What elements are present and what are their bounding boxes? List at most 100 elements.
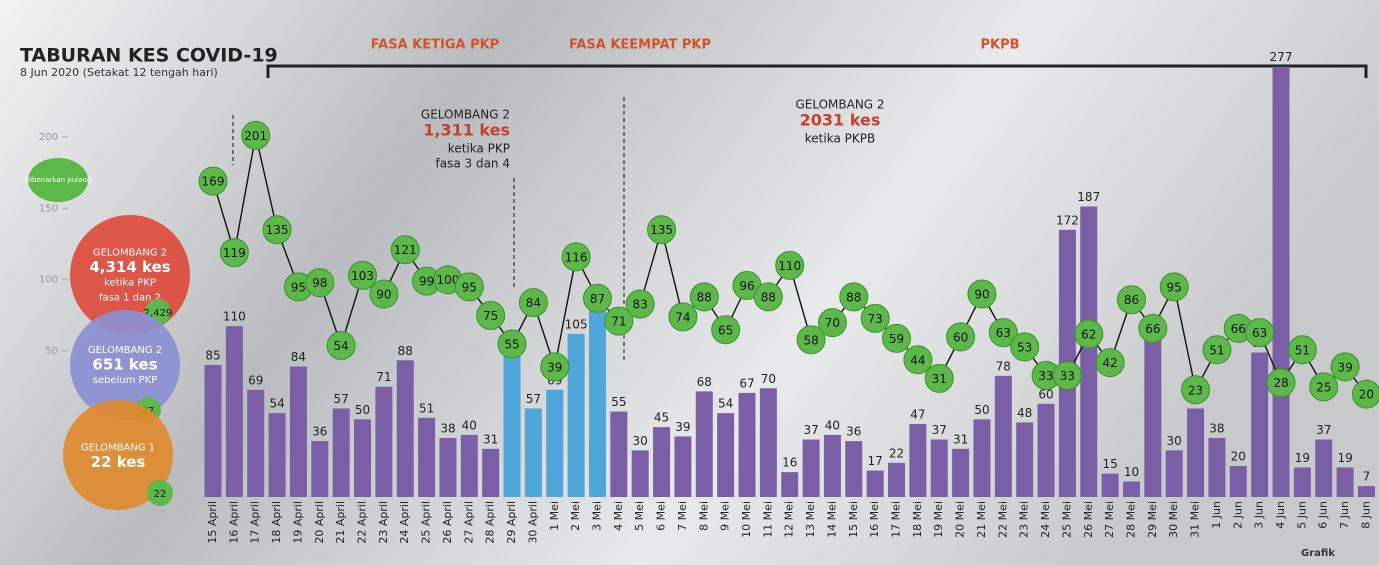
x-tick-label: 5 Mei: [633, 501, 646, 531]
bar: [632, 450, 649, 497]
x-tick-label: 17 April: [249, 501, 262, 544]
bar: [973, 419, 990, 497]
panel-text: 22 kes: [91, 453, 146, 471]
discharged-label: 96: [739, 279, 754, 293]
bar-value-label: 71: [376, 370, 391, 384]
bar-value-label: 69: [248, 373, 263, 387]
bar: [803, 440, 820, 497]
bar-value-label: 22: [889, 446, 904, 460]
panel-discharged: 22: [154, 489, 167, 500]
bar-value-label: 36: [312, 425, 327, 439]
annotation: 2031 kes: [800, 111, 881, 130]
x-tick-label: 24 April: [398, 501, 411, 544]
bar: [1208, 438, 1225, 497]
x-tick-label: 8 Mei: [697, 501, 710, 531]
bar: [1187, 408, 1204, 497]
discharged-label: 119: [223, 246, 246, 260]
discharged-label: 63: [1252, 326, 1267, 340]
discharged-label: 95: [462, 280, 477, 294]
x-tick-label: 25 April: [420, 501, 433, 544]
x-tick-label: 15 Mei: [847, 501, 860, 538]
annotation: 1,311 kes: [423, 121, 510, 140]
x-tick-label: 18 Mei: [911, 501, 924, 538]
bar-value-label: 40: [825, 418, 840, 432]
x-tick-label: 1 Mei: [548, 501, 561, 531]
panel-text: ketika PKP: [104, 278, 156, 289]
bar: [1230, 466, 1247, 497]
x-tick-label: 19 April: [291, 501, 304, 544]
discharged-label: 23: [1188, 383, 1203, 397]
x-tick-label: 4 Jun: [1274, 501, 1287, 529]
x-tick-label: 3 Mei: [590, 501, 603, 531]
bar-value-label: 51: [419, 401, 434, 415]
bar: [1315, 440, 1332, 497]
bar: [504, 351, 521, 497]
x-tick-label: 29 April: [505, 501, 518, 544]
discharged-label: 39: [1337, 360, 1352, 374]
bar-value-label: 84: [291, 350, 306, 364]
panel-text: sebelum PKP: [93, 375, 158, 386]
x-tick-label: 16 Mei: [868, 501, 881, 538]
x-tick-label: 28 Mei: [1124, 501, 1137, 538]
x-tick-label: 16 April: [227, 501, 240, 544]
bar-value-label: 57: [526, 392, 541, 406]
x-tick-label: 24 Mei: [1039, 501, 1052, 538]
bar: [845, 441, 862, 497]
x-tick-label: 26 April: [441, 501, 454, 544]
x-tick-label: 19 Mei: [932, 501, 945, 538]
bar: [952, 449, 969, 497]
discharged-label: 103: [351, 269, 374, 283]
bar: [995, 376, 1012, 497]
bar: [1080, 207, 1097, 497]
discharged-label: 75: [483, 309, 498, 323]
x-tick-label: 15 April: [206, 501, 219, 544]
discharged-label: 88: [761, 290, 776, 304]
y2-tick-label: 100: [39, 275, 58, 286]
phase-label: FASA KETIGA PKP: [371, 38, 499, 53]
y2-tick-label: 200: [39, 132, 58, 143]
bar-value-label: 15: [1102, 457, 1117, 471]
x-tick-label: 4 Mei: [612, 501, 625, 531]
x-tick-label: 1 Jun: [1210, 501, 1223, 529]
discharged-label: 42: [1102, 356, 1117, 370]
x-tick-label: 21 Mei: [975, 501, 988, 538]
x-tick-label: 8 Jun: [1359, 501, 1372, 529]
x-tick-label: 14 Mei: [825, 501, 838, 538]
bar-value-label: 37: [803, 423, 818, 437]
bar: [1144, 337, 1161, 497]
bar: [781, 472, 798, 497]
x-tick-label: 23 April: [377, 501, 390, 544]
x-tick-label: 23 Mei: [1018, 501, 1031, 538]
discharged-label: 121: [394, 243, 417, 257]
bar: [375, 387, 392, 497]
x-tick-label: 17 Mei: [890, 501, 903, 538]
x-tick-label: 3 Jun: [1253, 501, 1266, 529]
bar-value-label: 88: [398, 344, 413, 358]
bar: [397, 360, 414, 497]
bar: [1358, 486, 1375, 497]
bar-value-label: 19: [1295, 451, 1310, 465]
bar: [610, 412, 627, 497]
discharged-label: 84: [526, 296, 541, 310]
discharged-label: 63: [996, 326, 1011, 340]
discharged-label: 87: [590, 292, 605, 306]
x-tick-label: 26 Mei: [1082, 501, 1095, 538]
annotation: GELOMBANG 2: [795, 98, 884, 112]
discharged-label: 20: [1359, 388, 1374, 402]
bar: [1337, 467, 1354, 497]
bar: [888, 463, 905, 497]
bar-value-label: 78: [996, 359, 1011, 373]
bar-value-label: 187: [1077, 190, 1100, 204]
bar: [546, 390, 563, 497]
discharged-label: 58: [803, 333, 818, 347]
y2-tick-label: 50: [45, 346, 58, 357]
panel-text: 4,314 kes: [89, 258, 170, 276]
bar-value-label: 277: [1270, 50, 1293, 64]
bar-value-label: 55: [611, 395, 626, 409]
legend-label: Dibenarkan pulang: [25, 176, 92, 184]
bar-value-label: 57: [334, 392, 349, 406]
bar: [717, 413, 734, 497]
x-tick-label: 2 Jun: [1231, 501, 1244, 529]
bar-value-label: 37: [1316, 423, 1331, 437]
discharged-label: 70: [825, 316, 840, 330]
